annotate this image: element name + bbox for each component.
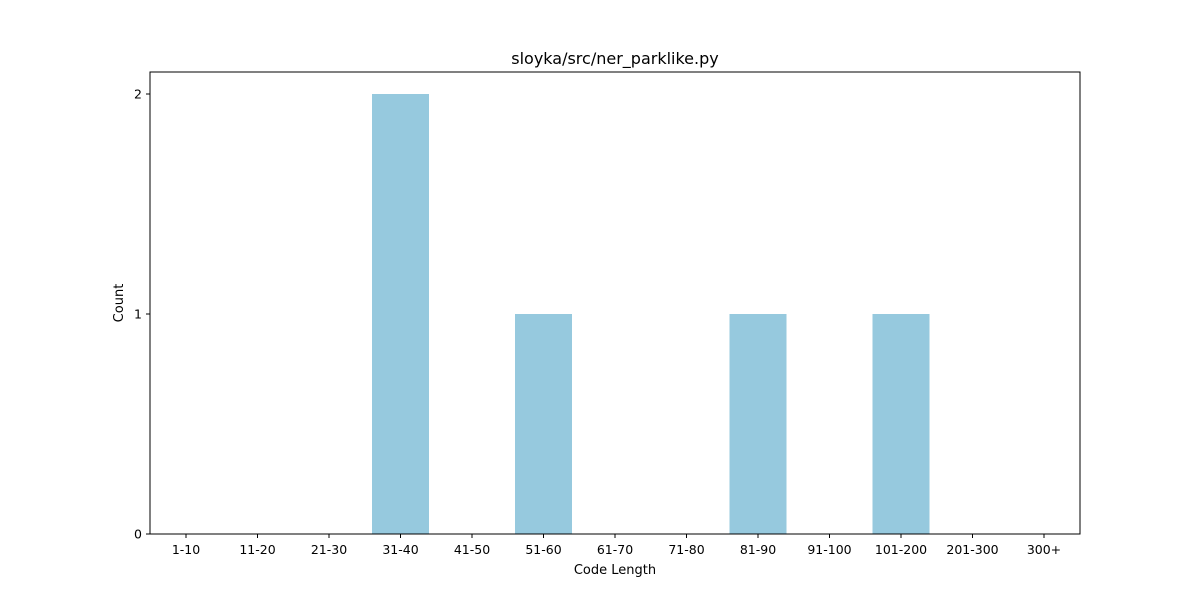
chart-title: sloyka/src/ner_parklike.py (511, 49, 718, 69)
x-tick-label: 101-200 (875, 542, 927, 557)
x-tick-label: 81-90 (740, 542, 776, 557)
bar-101-200 (872, 314, 930, 534)
bars-layer (372, 94, 930, 534)
x-tick-label: 300+ (1027, 542, 1061, 557)
y-axis-label: Count (112, 284, 127, 323)
x-tick-label: 51-60 (525, 542, 561, 557)
bar-81-90 (729, 314, 787, 534)
y-tick-label: 1 (134, 307, 142, 322)
x-tick-label: 21-30 (311, 542, 347, 557)
bar-51-60 (515, 314, 572, 534)
x-tick-label: 91-100 (807, 542, 851, 557)
x-tick-label: 41-50 (454, 542, 490, 557)
x-tick-label: 61-70 (597, 542, 633, 557)
plot-frame (149, 71, 1081, 535)
bar-31-40 (372, 94, 429, 534)
y-axis: 0 1 2 (134, 87, 150, 542)
x-axis-label: Code Length (574, 563, 656, 578)
y-tick-label: 2 (134, 87, 142, 102)
x-tick-label: 31-40 (382, 542, 418, 557)
y-tick-label: 0 (134, 527, 142, 542)
x-tick-label: 1-10 (172, 542, 200, 557)
x-tick-label: 201-300 (946, 542, 998, 557)
x-axis: 1-10 11-20 21-30 31-40 41-50 51-60 61-70 71-80 8… (172, 534, 1061, 557)
x-tick-label: 71-80 (668, 542, 704, 557)
x-tick-label: 11-20 (239, 542, 275, 557)
